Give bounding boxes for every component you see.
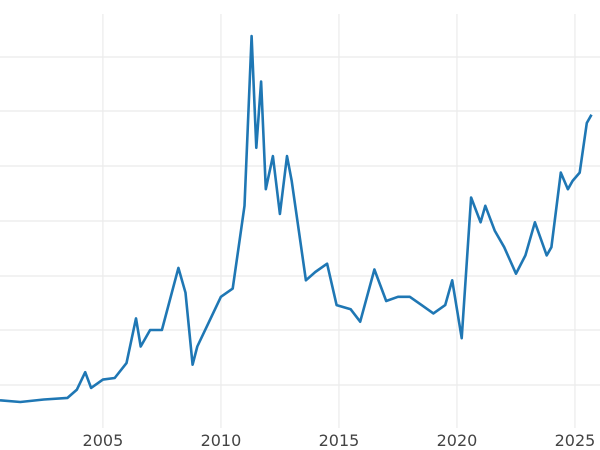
x-tick-label: 2010 (201, 431, 242, 450)
horizontal-gridlines (0, 56, 600, 386)
x-tick-label: 2025 (555, 431, 596, 450)
x-tick-label: 2005 (83, 431, 124, 450)
x-tick-label: 2015 (319, 431, 360, 450)
x-tick-label: 2020 (437, 431, 478, 450)
series-line (0, 34, 593, 404)
vertical-gridlines (102, 14, 576, 428)
x-axis-ticks: 2005 2010 2015 2020 2025 (83, 431, 596, 450)
